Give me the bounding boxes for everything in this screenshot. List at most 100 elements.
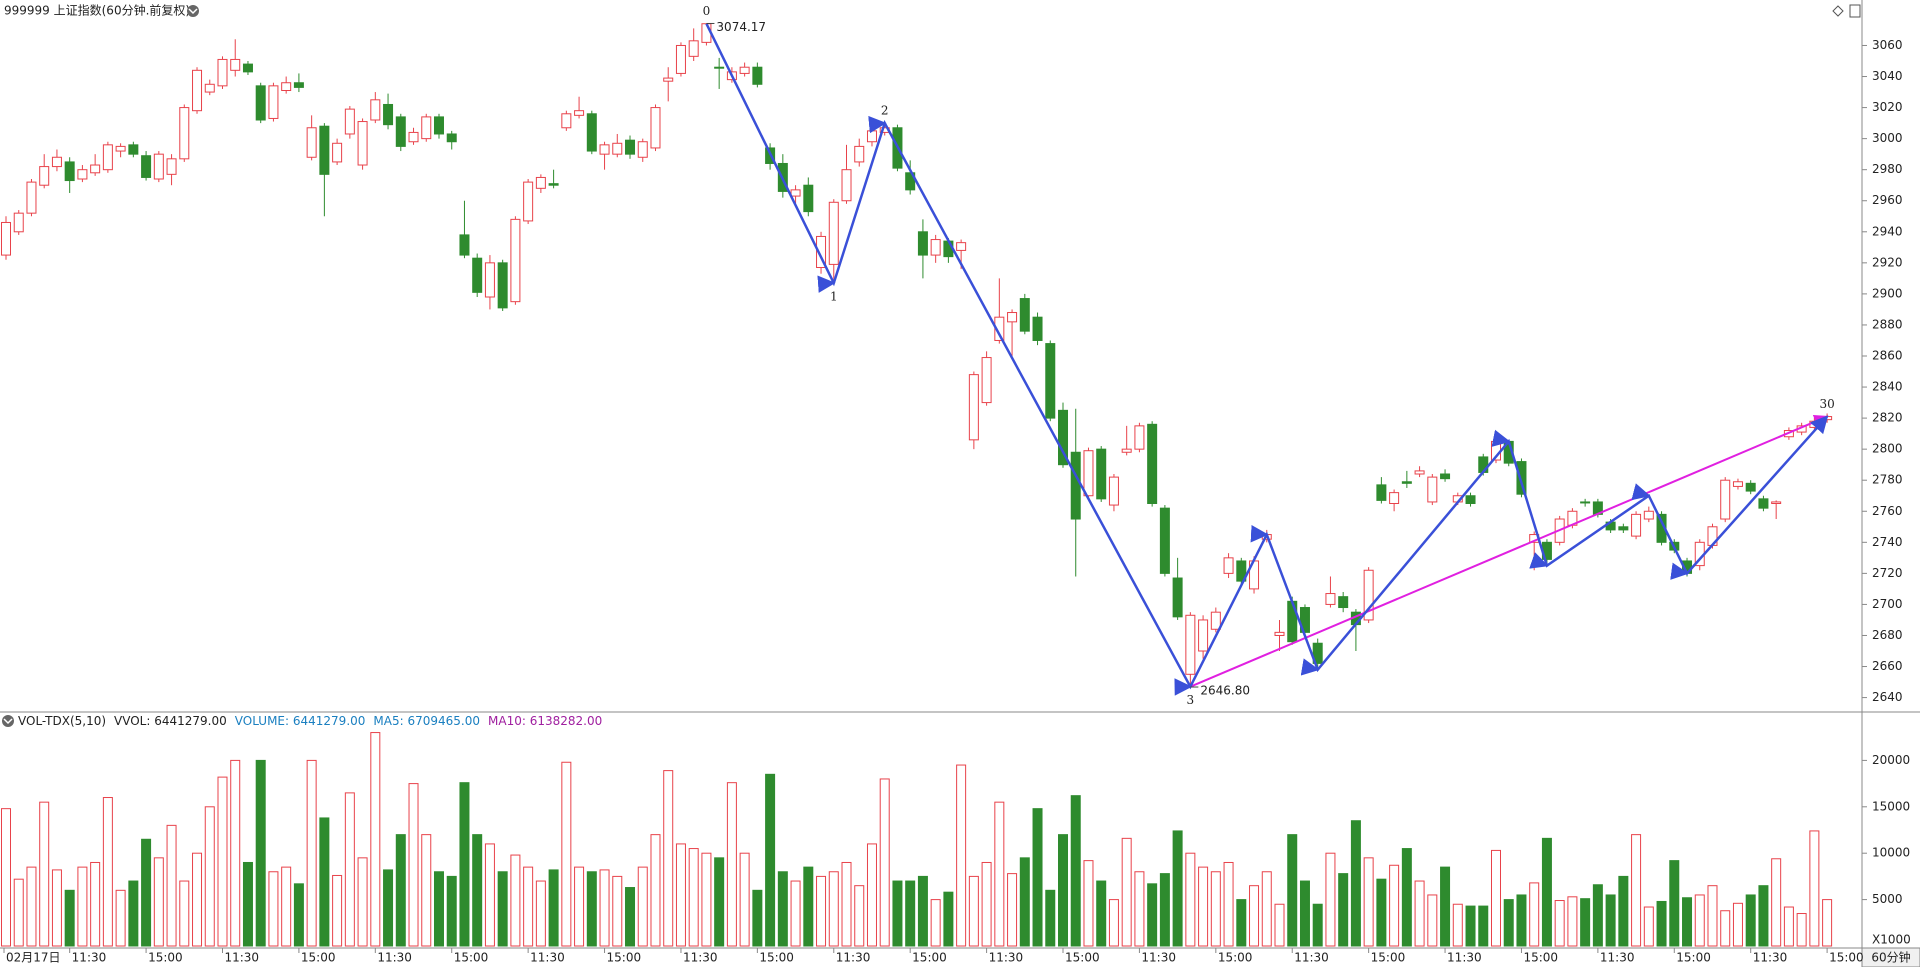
indicator-value: VVOL: 6441279.00 — [114, 714, 227, 728]
x-tick-label: 15:00 — [148, 951, 183, 965]
x-tick-label: 11:30 — [1141, 951, 1176, 965]
volume-bar — [1503, 899, 1514, 947]
volume-bar — [981, 861, 992, 947]
volume-bar — [930, 899, 941, 947]
volume-bar — [599, 869, 610, 947]
period-box[interactable] — [1861, 947, 1920, 967]
candle-body — [1325, 593, 1336, 605]
volume-bar — [1007, 873, 1018, 947]
candle-body — [1427, 476, 1438, 503]
volume-bar — [535, 880, 546, 947]
x-tick-label: 15:00 — [1676, 951, 1711, 965]
candle-body — [1338, 596, 1349, 609]
candle-body — [1720, 479, 1731, 520]
volume-bar — [319, 817, 330, 947]
candle-body — [472, 257, 483, 293]
candle-body — [675, 44, 686, 74]
y-tick-label: 3060 — [1872, 38, 1903, 52]
panel-icon[interactable] — [1849, 4, 1861, 18]
volume-bar — [574, 866, 585, 947]
x-tick-label: 02月17日 — [6, 951, 61, 965]
candle-body — [917, 231, 928, 256]
candle-body — [930, 239, 941, 256]
candle-body — [1465, 495, 1476, 505]
volume-bar — [1529, 882, 1540, 947]
candle-body — [1223, 557, 1234, 574]
volume-bar — [1580, 898, 1591, 947]
price-label: 2646.80 — [1200, 684, 1250, 698]
candle-body — [408, 131, 419, 143]
candle-body — [510, 218, 521, 303]
y-tick-label: 10000 — [1872, 846, 1910, 860]
x-tick-label: 11:30 — [377, 951, 412, 965]
candle-body — [446, 133, 457, 143]
volume-bar — [1108, 899, 1119, 947]
x-tick-label: 15:00 — [1065, 951, 1100, 965]
y-tick-label: 2980 — [1872, 162, 1903, 176]
shape-icon[interactable] — [1832, 5, 1844, 17]
title-dropdown[interactable] — [187, 5, 199, 17]
candle-body — [217, 58, 228, 87]
candle-body — [866, 130, 877, 143]
candle-body — [230, 58, 241, 71]
indicator-dropdown[interactable] — [2, 715, 14, 727]
dropdown-arrow — [3, 718, 13, 725]
volume-bar — [663, 770, 674, 947]
volume-bar — [128, 880, 139, 947]
volume-bar — [1198, 866, 1209, 947]
volume-bar — [1682, 897, 1693, 947]
volume-bar — [1440, 866, 1451, 947]
volume-bar — [421, 834, 432, 947]
candle-body — [1389, 492, 1400, 505]
candle-body — [548, 183, 559, 186]
x-tick-label: 15:00 — [912, 951, 947, 965]
candle-body — [1210, 611, 1221, 630]
volume-bar — [548, 869, 559, 947]
volume-bar — [1490, 849, 1501, 947]
x-tick-label: 11:30 — [836, 951, 871, 965]
y-tick-label: 2880 — [1872, 317, 1903, 331]
candle-body — [383, 103, 394, 126]
y-tick-label: 20000 — [1872, 753, 1910, 767]
candle-body — [1070, 451, 1081, 520]
candle-body — [26, 181, 37, 214]
volume-bar — [1809, 830, 1820, 947]
candle-body — [1580, 501, 1591, 504]
volume-bar — [701, 852, 712, 947]
candle-body — [357, 121, 368, 166]
candle-body — [688, 40, 699, 57]
candle-body — [1083, 450, 1094, 497]
volume-bar — [332, 874, 343, 947]
volume-bar — [1019, 857, 1030, 947]
volume-bar — [828, 871, 839, 947]
candle-body — [956, 242, 967, 251]
y-tick-label: 2760 — [1872, 504, 1903, 518]
candle-body — [1007, 312, 1018, 323]
volume-bar — [726, 782, 737, 947]
unit-label: X1000 — [1872, 933, 1911, 947]
y-tick-label: 2940 — [1872, 224, 1903, 238]
volume-bar — [1567, 896, 1578, 947]
candle-body — [637, 141, 648, 158]
x-tick-label: 15:00 — [759, 951, 794, 965]
volume-bar — [1172, 830, 1183, 947]
volume-bar — [650, 834, 661, 947]
volume-bar — [1159, 873, 1170, 947]
volume-bar — [1299, 880, 1310, 947]
volume-bar — [1, 808, 11, 947]
volume-bar — [1338, 873, 1349, 947]
volume-bar — [1058, 834, 1069, 947]
y-tick-label: 2860 — [1872, 349, 1903, 363]
volume-bar — [217, 776, 228, 947]
y-tick-label: 2660 — [1872, 659, 1903, 673]
y-tick-label: 3040 — [1872, 69, 1903, 83]
candle-body — [854, 145, 865, 163]
volume-bar — [446, 875, 457, 947]
volume-bar — [1070, 795, 1081, 947]
candle-body — [981, 357, 992, 404]
volume-bar — [1287, 834, 1298, 947]
volume-bar — [943, 891, 954, 947]
candle-body — [1172, 577, 1183, 618]
candle-body — [1274, 631, 1285, 636]
candle-body — [459, 234, 470, 256]
